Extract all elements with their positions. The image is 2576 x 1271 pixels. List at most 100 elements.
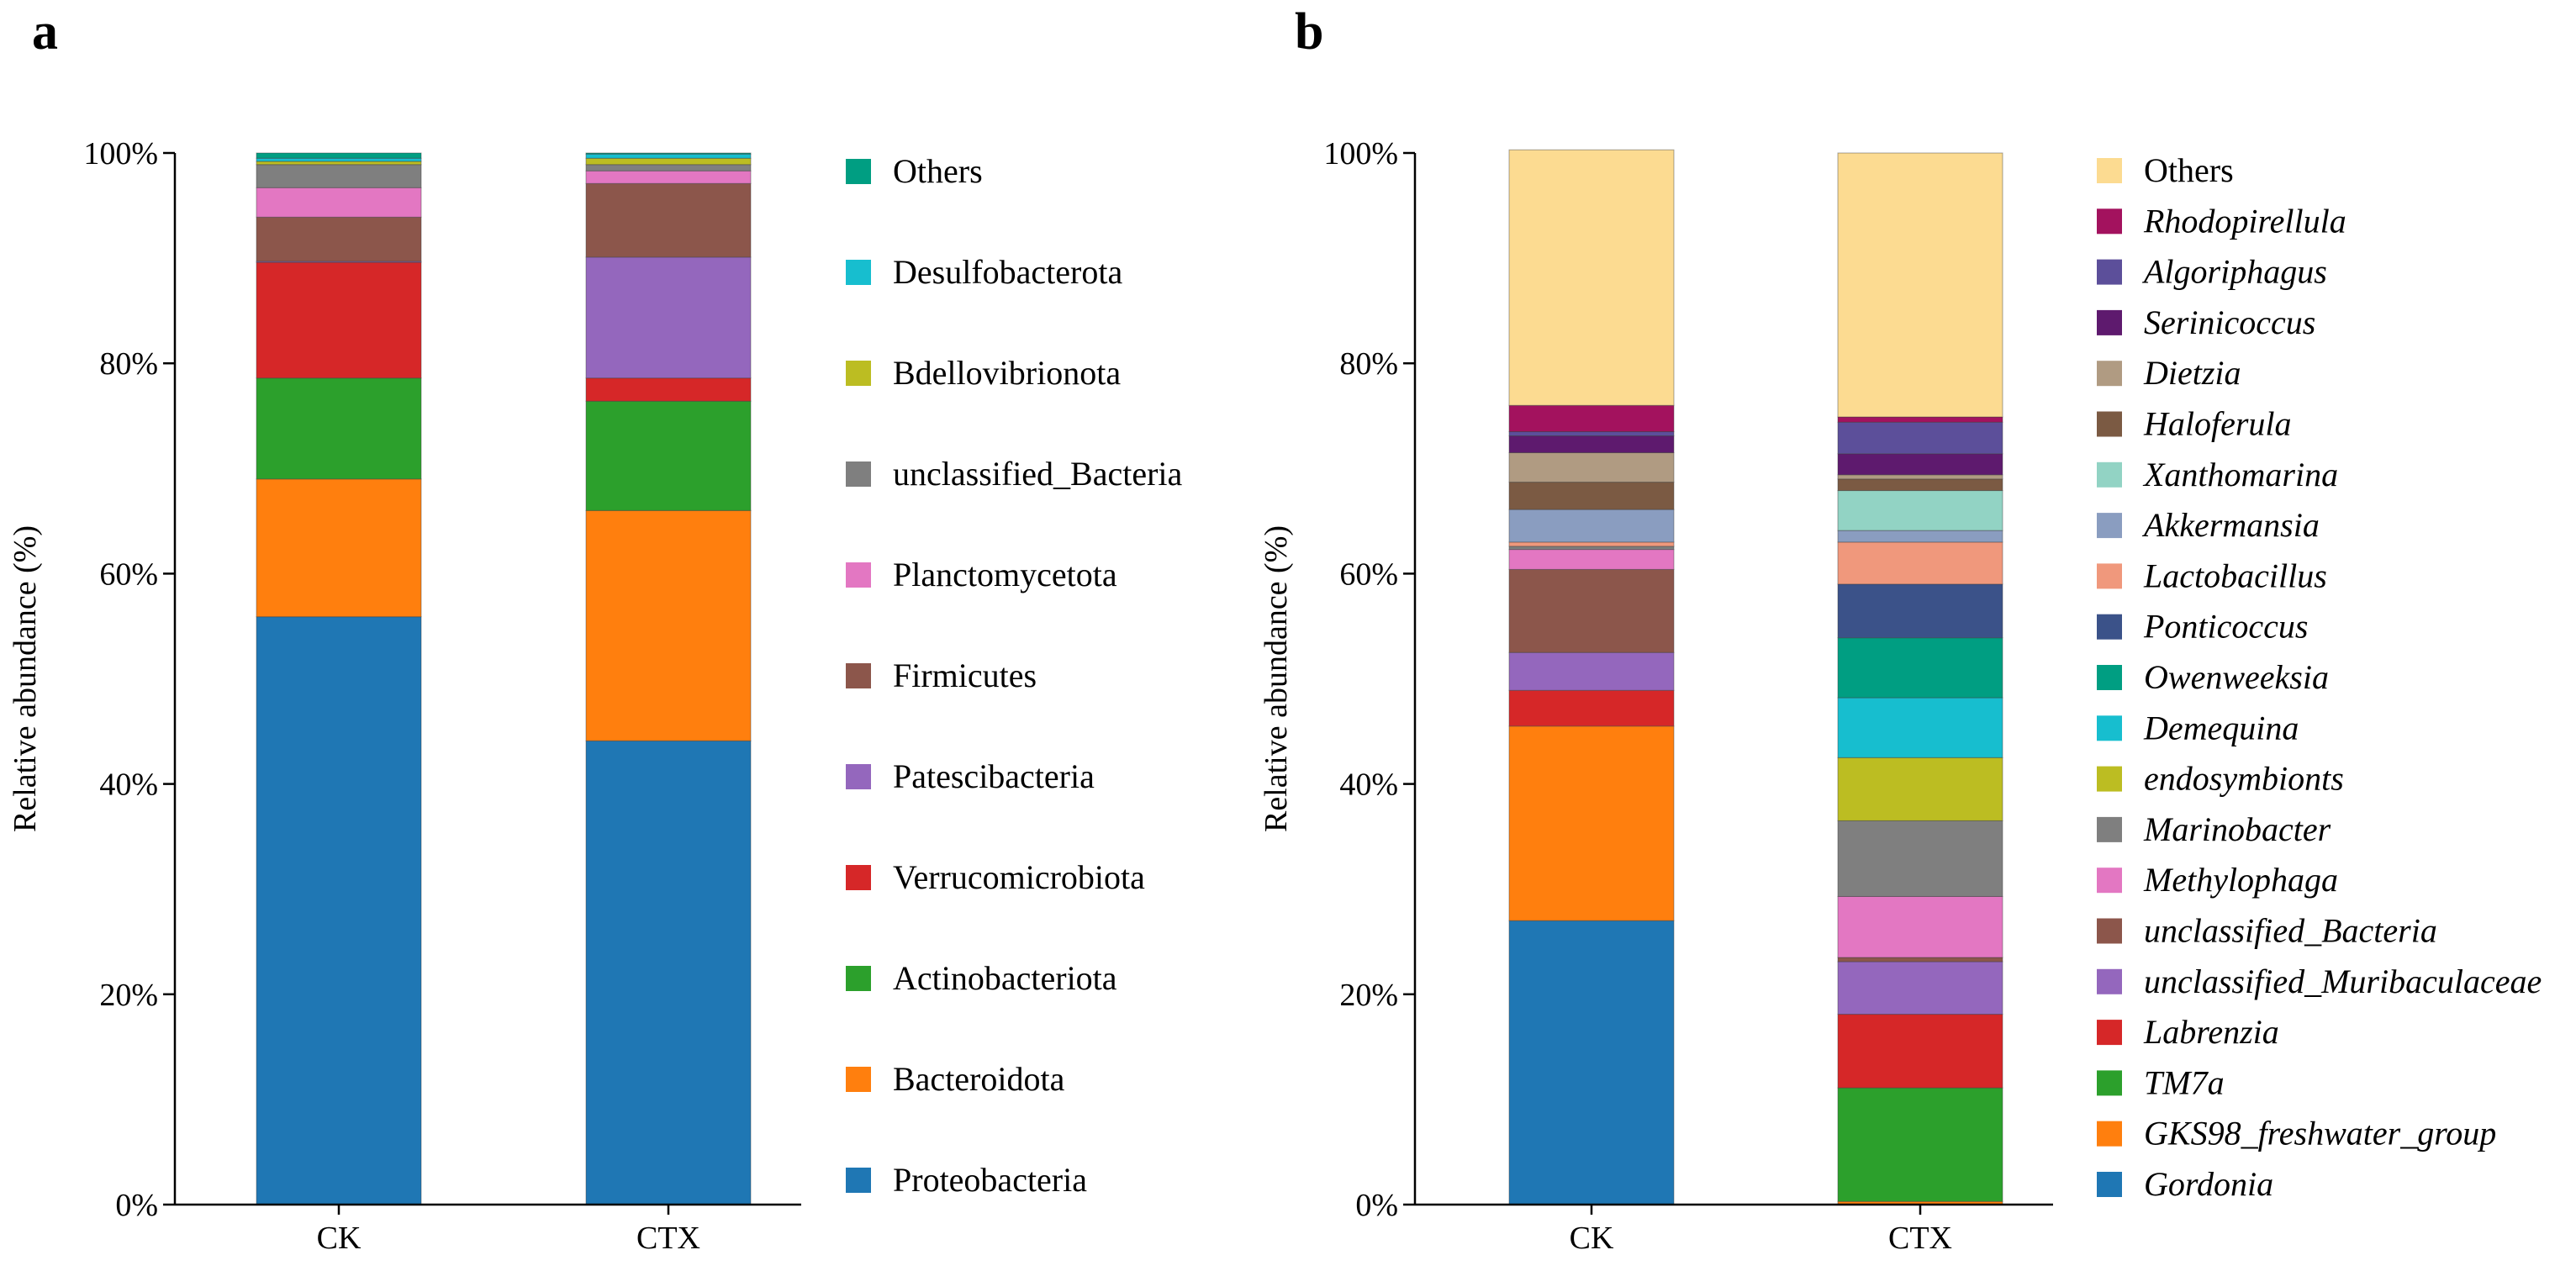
panel-label-b: b (1295, 3, 1323, 61)
bar-segment-b-ck-methylophaga (1508, 549, 1675, 570)
legend-swatch-a-3 (846, 865, 871, 890)
bar-segment-b-ck-unclassified-bacteria (1508, 568, 1675, 653)
bar-segment-a-ctx-verrucomicrobiota (585, 377, 752, 402)
legend-label-a-4: Patescibacteria (893, 757, 1095, 795)
legend-swatch-b-19 (2097, 208, 2122, 235)
y-axis-title-a: Relative abundance (%) (8, 525, 43, 832)
legend-swatch-b-7 (2097, 816, 2122, 842)
legend-label-b-8: endosymbionts (2144, 760, 2344, 798)
legend-label-b-6: Methylophaga (2143, 861, 2338, 899)
bar-segment-b-ctx-xanthomarina (1837, 490, 2003, 531)
legend-label-a-0: Proteobacteria (893, 1161, 1087, 1199)
legend-label-b-11: Ponticoccus (2143, 608, 2309, 646)
bar-segment-a-ck-bacteroidota (256, 478, 422, 618)
legend-swatch-a-2 (846, 966, 871, 991)
legend-label-b-7: Marinobacter (2143, 810, 2331, 848)
bar-segment-a-ctx-actinobacteriota (585, 400, 752, 511)
legend-label-b-16: Dietzia (2143, 354, 2241, 392)
legend-swatch-b-8 (2097, 766, 2122, 792)
y-tick-label-b: 80% (1339, 346, 1398, 382)
bar-segment-b-ctx-tm7a (1837, 1087, 2003, 1202)
bar-segment-b-ctx-demequina (1837, 697, 2003, 758)
y-tick-label-a: 80% (99, 346, 158, 382)
bar-segment-b-ctx-owenweeksia (1837, 637, 2003, 699)
y-tick-label-b: 0% (1355, 1188, 1398, 1223)
bar-segment-b-ck-algoriphagus (1508, 431, 1675, 437)
legend-swatch-b-4 (2097, 968, 2122, 994)
y-axis-title-b: Relative abundance (%) (1259, 525, 1294, 832)
bar-segment-a-ctx-unclassified-bacteria (585, 164, 752, 171)
bar-segment-b-ck-unclassified-muribaculaceae (1508, 651, 1675, 691)
legend-label-a-8: Bdellovibrionota (893, 354, 1121, 392)
bar-segment-a-ck-bdellovibrionota (256, 161, 422, 166)
legend-label-b-14: Xanthomarina (2142, 456, 2338, 493)
y-tick-label-a: 100% (83, 136, 158, 171)
legend-swatch-a-7 (846, 461, 871, 487)
bar-segment-b-ctx-serinicoccus (1837, 453, 2003, 476)
legend-swatch-b-17 (2097, 309, 2122, 335)
legend-label-b-20: Others (2144, 151, 2234, 189)
bar-segment-b-ck-labrenzia (1508, 689, 1675, 727)
legend-swatch-a-6 (846, 562, 871, 588)
bar-segment-b-ctx-algoriphagus (1837, 421, 2003, 455)
legend-label-b-1: GKS98_freshwater_group (2144, 1115, 2496, 1152)
legend-swatch-b-11 (2097, 614, 2122, 640)
legend-swatch-b-6 (2097, 868, 2122, 894)
legend-label-a-6: Planctomycetota (893, 556, 1117, 593)
legend-swatch-b-10 (2097, 665, 2122, 690)
legend-label-a-9: Desulfobacterota (893, 253, 1122, 291)
bar-segment-b-ck-dietzia (1508, 452, 1675, 483)
legend-label-b-13: Akkermansia (2141, 506, 2320, 544)
legend-swatch-b-20 (2097, 158, 2122, 183)
bar-segment-b-ctx-ponticoccus (1837, 583, 2003, 639)
legend-swatch-a-10 (846, 159, 871, 184)
bar-segment-a-ck-others (256, 152, 422, 159)
bar-segment-b-ck-marinobacter (1508, 546, 1675, 551)
legend-label-a-5: Firmicutes (893, 657, 1037, 694)
bar-segment-b-ctx-lactobacillus (1837, 541, 2003, 585)
bar-segment-b-ctx-unclassified-muribaculaceae (1837, 961, 2003, 1015)
bar-segment-b-ctx-dietzia (1837, 474, 2003, 480)
bar-segment-a-ctx-bdellovibrionota (585, 157, 752, 166)
bar-segment-a-ck-planctomycetota (256, 187, 422, 218)
legend-swatch-b-16 (2097, 361, 2122, 387)
legend-label-a-1: Bacteroidota (893, 1060, 1065, 1098)
y-tick-label-b: 40% (1339, 767, 1398, 803)
legend-swatch-a-9 (846, 260, 871, 285)
legend-label-b-5: unclassified_Bacteria (2144, 912, 2437, 950)
legend-swatch-a-8 (846, 361, 871, 386)
bar-segment-b-ctx-labrenzia (1837, 1014, 2003, 1089)
legend-swatch-b-15 (2097, 411, 2122, 437)
bar-segment-b-ctx-akkermansia (1837, 530, 2003, 543)
bar-segment-b-ck-gordonia (1508, 920, 1675, 1205)
legend-label-a-7: unclassified_Bacteria (893, 455, 1183, 493)
bar-segment-a-ck-proteobacteria (256, 616, 422, 1205)
legend-swatch-b-14 (2097, 461, 2122, 488)
bar-segment-b-ctx-marinobacter (1837, 820, 2003, 897)
legend-label-b-4: unclassified_Muribaculaceae (2144, 962, 2542, 1000)
y-tick-label-b: 20% (1339, 978, 1398, 1013)
legend-label-b-0: Gordonia (2144, 1165, 2273, 1203)
legend-label-a-10: Others (893, 152, 983, 190)
legend-swatch-b-2 (2097, 1070, 2122, 1096)
legend-swatch-a-0 (846, 1168, 871, 1193)
y-tick-label-b: 60% (1339, 556, 1398, 592)
legend-swatch-b-18 (2097, 259, 2122, 285)
bar-segment-a-ctx-bacteroidota (585, 509, 752, 741)
bar-segment-a-ck-firmicutes (256, 216, 422, 262)
legend-label-b-15: Haloferula (2143, 405, 2292, 443)
bar-segment-a-ctx-desulfobacterota (585, 153, 752, 159)
bar-segment-a-ck-unclassified-bacteria (256, 164, 422, 188)
y-tick-label-a: 40% (99, 767, 158, 803)
x-tick-label-b-ctx: CTX (1888, 1221, 1952, 1256)
legend-label-b-10: Owenweeksia (2144, 658, 2329, 696)
legend-label-b-3: Labrenzia (2143, 1013, 2279, 1051)
legend-swatch-b-1 (2097, 1121, 2122, 1147)
bar-segment-a-ctx-firmicutes (585, 182, 752, 258)
bar-segment-a-ck-actinobacteriota (256, 377, 422, 480)
bar-segment-b-ck-haloferula (1508, 482, 1675, 510)
legend-swatch-b-0 (2097, 1172, 2122, 1197)
y-tick-label-b: 100% (1323, 136, 1398, 171)
y-tick-label-a: 20% (99, 978, 158, 1013)
